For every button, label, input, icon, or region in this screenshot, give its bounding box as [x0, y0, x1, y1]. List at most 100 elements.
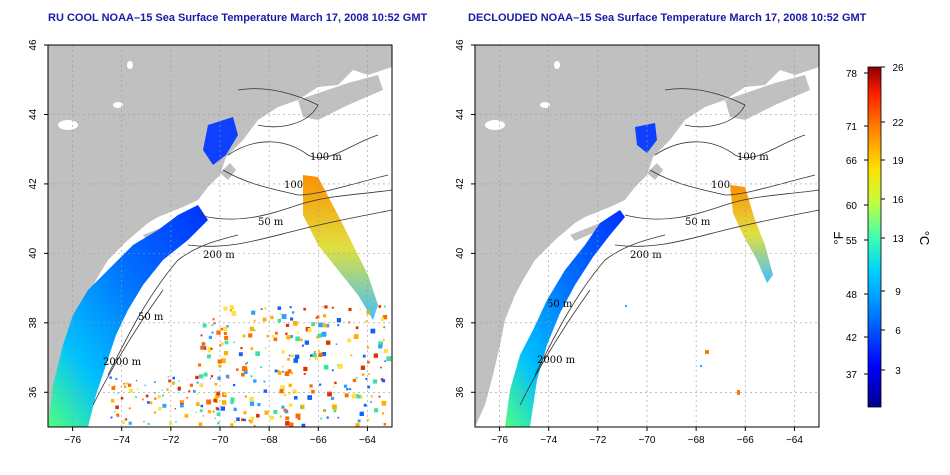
sst-speckle — [128, 407, 131, 410]
sst-speckle — [223, 326, 228, 331]
sst-speckle — [206, 399, 212, 405]
sst-speckle — [288, 392, 291, 395]
inland-lake — [554, 61, 560, 69]
sst-gulf-stream — [730, 185, 773, 283]
sst-speckle — [154, 397, 157, 400]
sst-speckle — [344, 393, 349, 398]
sst-speckle — [158, 406, 162, 411]
y-tick-label: 38 — [28, 317, 39, 329]
contour-label: 50 m — [547, 299, 573, 310]
sst-speckle — [227, 376, 230, 379]
sst-speckle — [348, 321, 351, 324]
sst-speckle — [285, 332, 288, 335]
contour-label: 100 m — [310, 152, 342, 163]
sst-speckle — [220, 342, 224, 346]
sst-speckle — [273, 409, 278, 414]
sst-speckle — [171, 381, 174, 384]
sst-speckle — [128, 421, 132, 425]
fahrenheit-tick-label: 37 — [846, 370, 858, 381]
sst-speckle — [383, 349, 389, 354]
sst-speckle — [230, 400, 234, 405]
sst-speckle — [325, 323, 330, 328]
sst-speckle — [230, 309, 232, 312]
sst-warm-patches — [625, 305, 740, 395]
sst-speckle — [292, 389, 297, 394]
sst-speckle — [312, 353, 317, 358]
sst-speckle — [264, 307, 267, 310]
sst-speckle — [232, 383, 236, 387]
sst-speckle — [319, 383, 322, 386]
sst-speckle — [211, 331, 214, 334]
sst-speckle — [354, 394, 359, 398]
sst-speckle — [291, 311, 295, 314]
fahrenheit-tick-label: 78 — [846, 69, 858, 80]
nova-scotia — [298, 75, 383, 120]
sst-speckle — [236, 417, 240, 422]
y-tick-label: 38 — [455, 317, 466, 329]
sst-speckle — [332, 385, 335, 388]
sst-speckle — [147, 401, 150, 404]
cape-cod — [647, 163, 663, 180]
celsius-tick-label: 3 — [895, 366, 901, 377]
right-map-panel: 100 m 100 50 m 200 m 50 m 2000 m −76 −74−… — [455, 39, 820, 446]
sst-speckle — [282, 370, 284, 373]
sst-speckle — [233, 407, 237, 412]
sst-speckle — [250, 347, 254, 350]
sst-speckle — [198, 422, 203, 427]
sst-speckle — [290, 317, 294, 321]
sst-speckle — [372, 379, 378, 384]
sst-speckle — [270, 315, 274, 320]
sst-speckle — [161, 394, 165, 397]
sst-speckle — [153, 381, 156, 384]
x-tick-label: −74 — [540, 435, 557, 446]
x-tick-label: −74 — [113, 435, 130, 446]
sst-speckle — [281, 405, 285, 409]
contour-label: 100 — [284, 180, 303, 191]
sst-speckle — [233, 420, 237, 423]
sst-speckle — [263, 380, 266, 383]
sst-speckle — [309, 384, 313, 388]
sst-speckle — [166, 388, 169, 391]
map-grid — [475, 44, 819, 427]
sst-speckle — [334, 381, 337, 385]
sst-speckle — [303, 307, 306, 311]
sst-speckle — [290, 354, 295, 358]
sst-speckle — [135, 379, 138, 382]
sst-speckle — [154, 392, 156, 394]
sst-speckle — [216, 330, 221, 335]
contour-label: 2000 m — [103, 357, 142, 368]
sst-speckle — [378, 395, 381, 398]
sst-speckle — [284, 371, 290, 377]
sst-speckle — [315, 322, 318, 324]
inland-lake — [113, 102, 123, 108]
sst-speckle — [129, 388, 133, 393]
sst-speckle — [260, 308, 263, 311]
sst-speckle — [255, 351, 260, 357]
sst-speckle — [149, 401, 153, 405]
cape-cod — [220, 163, 236, 180]
sst-speckle — [280, 385, 286, 391]
sst-speckle — [124, 418, 128, 421]
sst-speckle — [189, 383, 194, 387]
sst-speckle — [293, 321, 298, 326]
sst-speckle — [373, 353, 379, 358]
sst-speckle — [192, 390, 196, 393]
celsius-tick-label: 6 — [895, 326, 901, 337]
sst-speckle — [378, 344, 383, 349]
sst-speckle — [201, 345, 204, 348]
sst-speckle — [337, 416, 340, 419]
sst-speckle — [279, 415, 282, 418]
sst-speckle — [229, 305, 235, 310]
sst-speckle — [123, 385, 127, 389]
x-tick-label: −64 — [359, 435, 376, 446]
sst-speckle — [337, 364, 343, 369]
contour-label: 200 m — [630, 250, 662, 261]
sst-speckle — [253, 379, 257, 383]
sst-speckle — [307, 395, 313, 400]
sst-speckle — [123, 383, 125, 385]
fahrenheit-tick-label: 66 — [846, 156, 858, 167]
sst-speckle — [383, 423, 387, 426]
sst-speckle — [357, 419, 361, 423]
sst-speckle — [332, 404, 337, 410]
sst-speckle — [203, 372, 208, 377]
